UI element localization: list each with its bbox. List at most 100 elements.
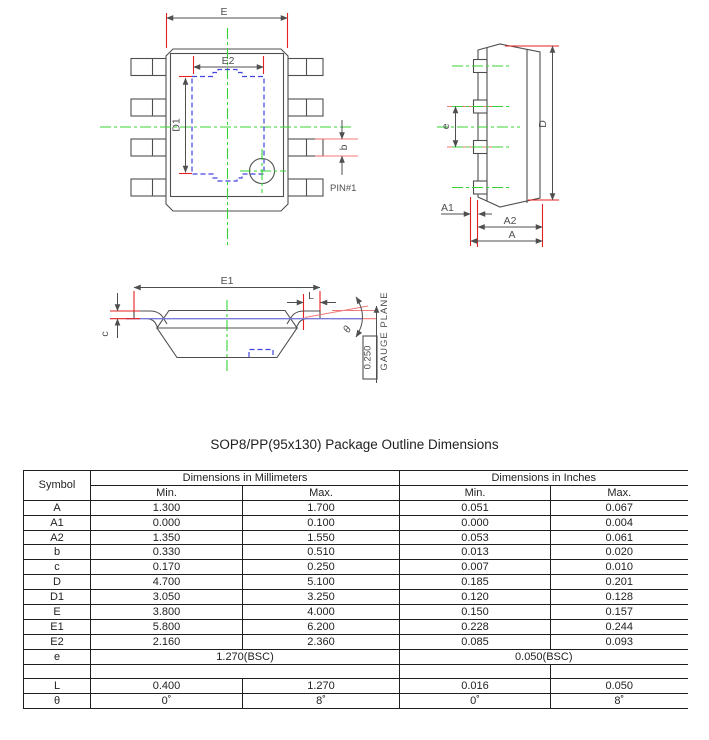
table-row: D1 3.050 3.250 0.120 0.128 — [23, 589, 688, 606]
cell: 2.160 — [90, 633, 243, 650]
cell: 0.510 — [241, 544, 400, 561]
table-row: E2 2.160 2.360 0.085 0.093 — [23, 633, 688, 650]
cell-symbol: e — [23, 648, 91, 665]
cell: 0.050 — [550, 678, 688, 695]
col-header-mm-min: Min. — [90, 484, 243, 501]
cell: 3.800 — [90, 604, 243, 620]
cell: 0.330 — [90, 544, 243, 561]
dim-label-A: A — [508, 229, 515, 241]
cell: 4.700 — [90, 574, 243, 591]
cell: 0.061 — [550, 529, 688, 546]
cell: 1.270 — [241, 678, 400, 695]
cell: 0.000 — [90, 514, 243, 531]
dimensions-table: Symbol Dimensions in Millimeters Dimensi… — [23, 470, 688, 710]
cell-symbol: b — [23, 544, 91, 561]
cell: 0.020 — [550, 544, 688, 561]
cell: 8˚ — [550, 693, 688, 710]
pins-left-icon — [130, 57, 167, 197]
cell: 8˚ — [241, 693, 400, 710]
table-row: b 0.330 0.510 0.013 0.020 — [23, 544, 688, 561]
cell-empty — [89, 663, 400, 680]
cell: 0˚ — [399, 693, 551, 710]
cell: 0.201 — [550, 574, 688, 591]
cell-symbol: A1 — [23, 514, 91, 531]
cell-symbol: A2 — [23, 529, 91, 546]
table-header-row: Symbol Dimensions in Millimeters Dimensi… — [23, 470, 688, 501]
pins-right-icon — [287, 57, 324, 197]
cell-symbol: E — [23, 604, 91, 620]
cell: 0˚ — [90, 693, 243, 710]
cell: 2.360 — [241, 633, 400, 650]
cell: 0.128 — [550, 589, 688, 606]
cell-symbol: E2 — [23, 633, 91, 650]
dim-label-A1: A1 — [441, 202, 454, 214]
cell: 4.000 — [241, 604, 400, 620]
dim-label-L: L — [308, 290, 314, 302]
cell: 5.800 — [90, 618, 243, 635]
cell: 0.185 — [399, 574, 551, 591]
table-row: θ 0˚ 8˚ 0˚ 8˚ — [23, 693, 688, 710]
gauge-value-label: 0.250 — [363, 346, 374, 370]
cell: 0.053 — [399, 529, 551, 546]
cell: 1.350 — [90, 529, 243, 546]
table-row: E1 5.800 6.200 0.228 0.244 — [23, 618, 688, 635]
package-body-side — [477, 43, 541, 208]
table-row: A1 0.000 0.100 0.000 0.004 — [23, 514, 688, 531]
cell: 5.100 — [241, 574, 400, 591]
dim-label-c: c — [99, 331, 111, 336]
cell: 0.000 — [399, 514, 551, 531]
gauge-plane-label: GAUGE PLANE — [379, 291, 390, 370]
cell: 0.004 — [550, 514, 688, 531]
table-row: E 3.800 4.000 0.150 0.157 — [23, 604, 688, 620]
cell-empty — [399, 663, 551, 680]
cell-empty — [550, 663, 688, 680]
cell: 3.050 — [90, 589, 243, 606]
dim-label-theta: θ — [341, 324, 354, 335]
cell-bsc-in: 0.050(BSC) — [399, 648, 688, 665]
table-row: D 4.700 5.100 0.185 0.201 — [23, 574, 688, 591]
col-header-mm-max: Max. — [241, 484, 400, 501]
cell: 0.007 — [399, 559, 551, 576]
col-header-mm: Dimensions in Millimeters — [89, 470, 400, 486]
cell: 0.250 — [241, 559, 400, 576]
cell: 3.250 — [241, 589, 400, 606]
page-title: SOP8/PP(95x130) Package Outline Dimensio… — [210, 437, 499, 452]
cell: 0.100 — [241, 514, 400, 531]
cell: 6.200 — [241, 618, 400, 635]
cell: 1.550 — [241, 529, 400, 546]
table-row-blank — [23, 663, 688, 680]
col-header-symbol: Symbol — [23, 470, 91, 501]
col-header-in-min: Min. — [399, 484, 551, 501]
cell-empty — [23, 663, 91, 680]
top-view: E E2 D1 b PIN#1 — [100, 6, 358, 246]
col-header-in: Dimensions in Inches — [399, 470, 688, 486]
dim-label-E2: E2 — [222, 55, 235, 67]
dim-label-E1: E1 — [221, 275, 234, 287]
cell-symbol: E1 — [23, 618, 91, 635]
col-header-in-max: Max. — [550, 484, 688, 501]
cell-symbol: θ — [23, 693, 91, 710]
cell-symbol: D1 — [23, 589, 91, 606]
cell: 1.300 — [90, 499, 243, 516]
table-row: c 0.170 0.250 0.007 0.010 — [23, 559, 688, 576]
exposed-pad-outline — [191, 68, 265, 182]
cell-symbol: D — [23, 574, 91, 591]
cell: 0.016 — [399, 678, 551, 695]
dim-label-D1: D1 — [171, 118, 183, 132]
cell: 0.067 — [550, 499, 688, 516]
cell: 0.157 — [550, 604, 688, 620]
cell: 0.228 — [399, 618, 551, 635]
cell: 0.051 — [399, 499, 551, 516]
cell: 0.170 — [90, 559, 243, 576]
cell-symbol: L — [23, 678, 91, 695]
dim-label-b: b — [338, 144, 350, 150]
table-row: L 0.400 1.270 0.016 0.050 — [23, 678, 688, 695]
cell: 0.010 — [550, 559, 688, 576]
cell-symbol: c — [23, 559, 91, 576]
table-row-e: e 1.270(BSC) 0.050(BSC) — [23, 648, 688, 665]
dim-label-e: e — [440, 123, 452, 129]
cell: 1.700 — [241, 499, 400, 516]
cell: 0.400 — [90, 678, 243, 695]
table-row: A2 1.350 1.550 0.053 0.061 — [23, 529, 688, 546]
